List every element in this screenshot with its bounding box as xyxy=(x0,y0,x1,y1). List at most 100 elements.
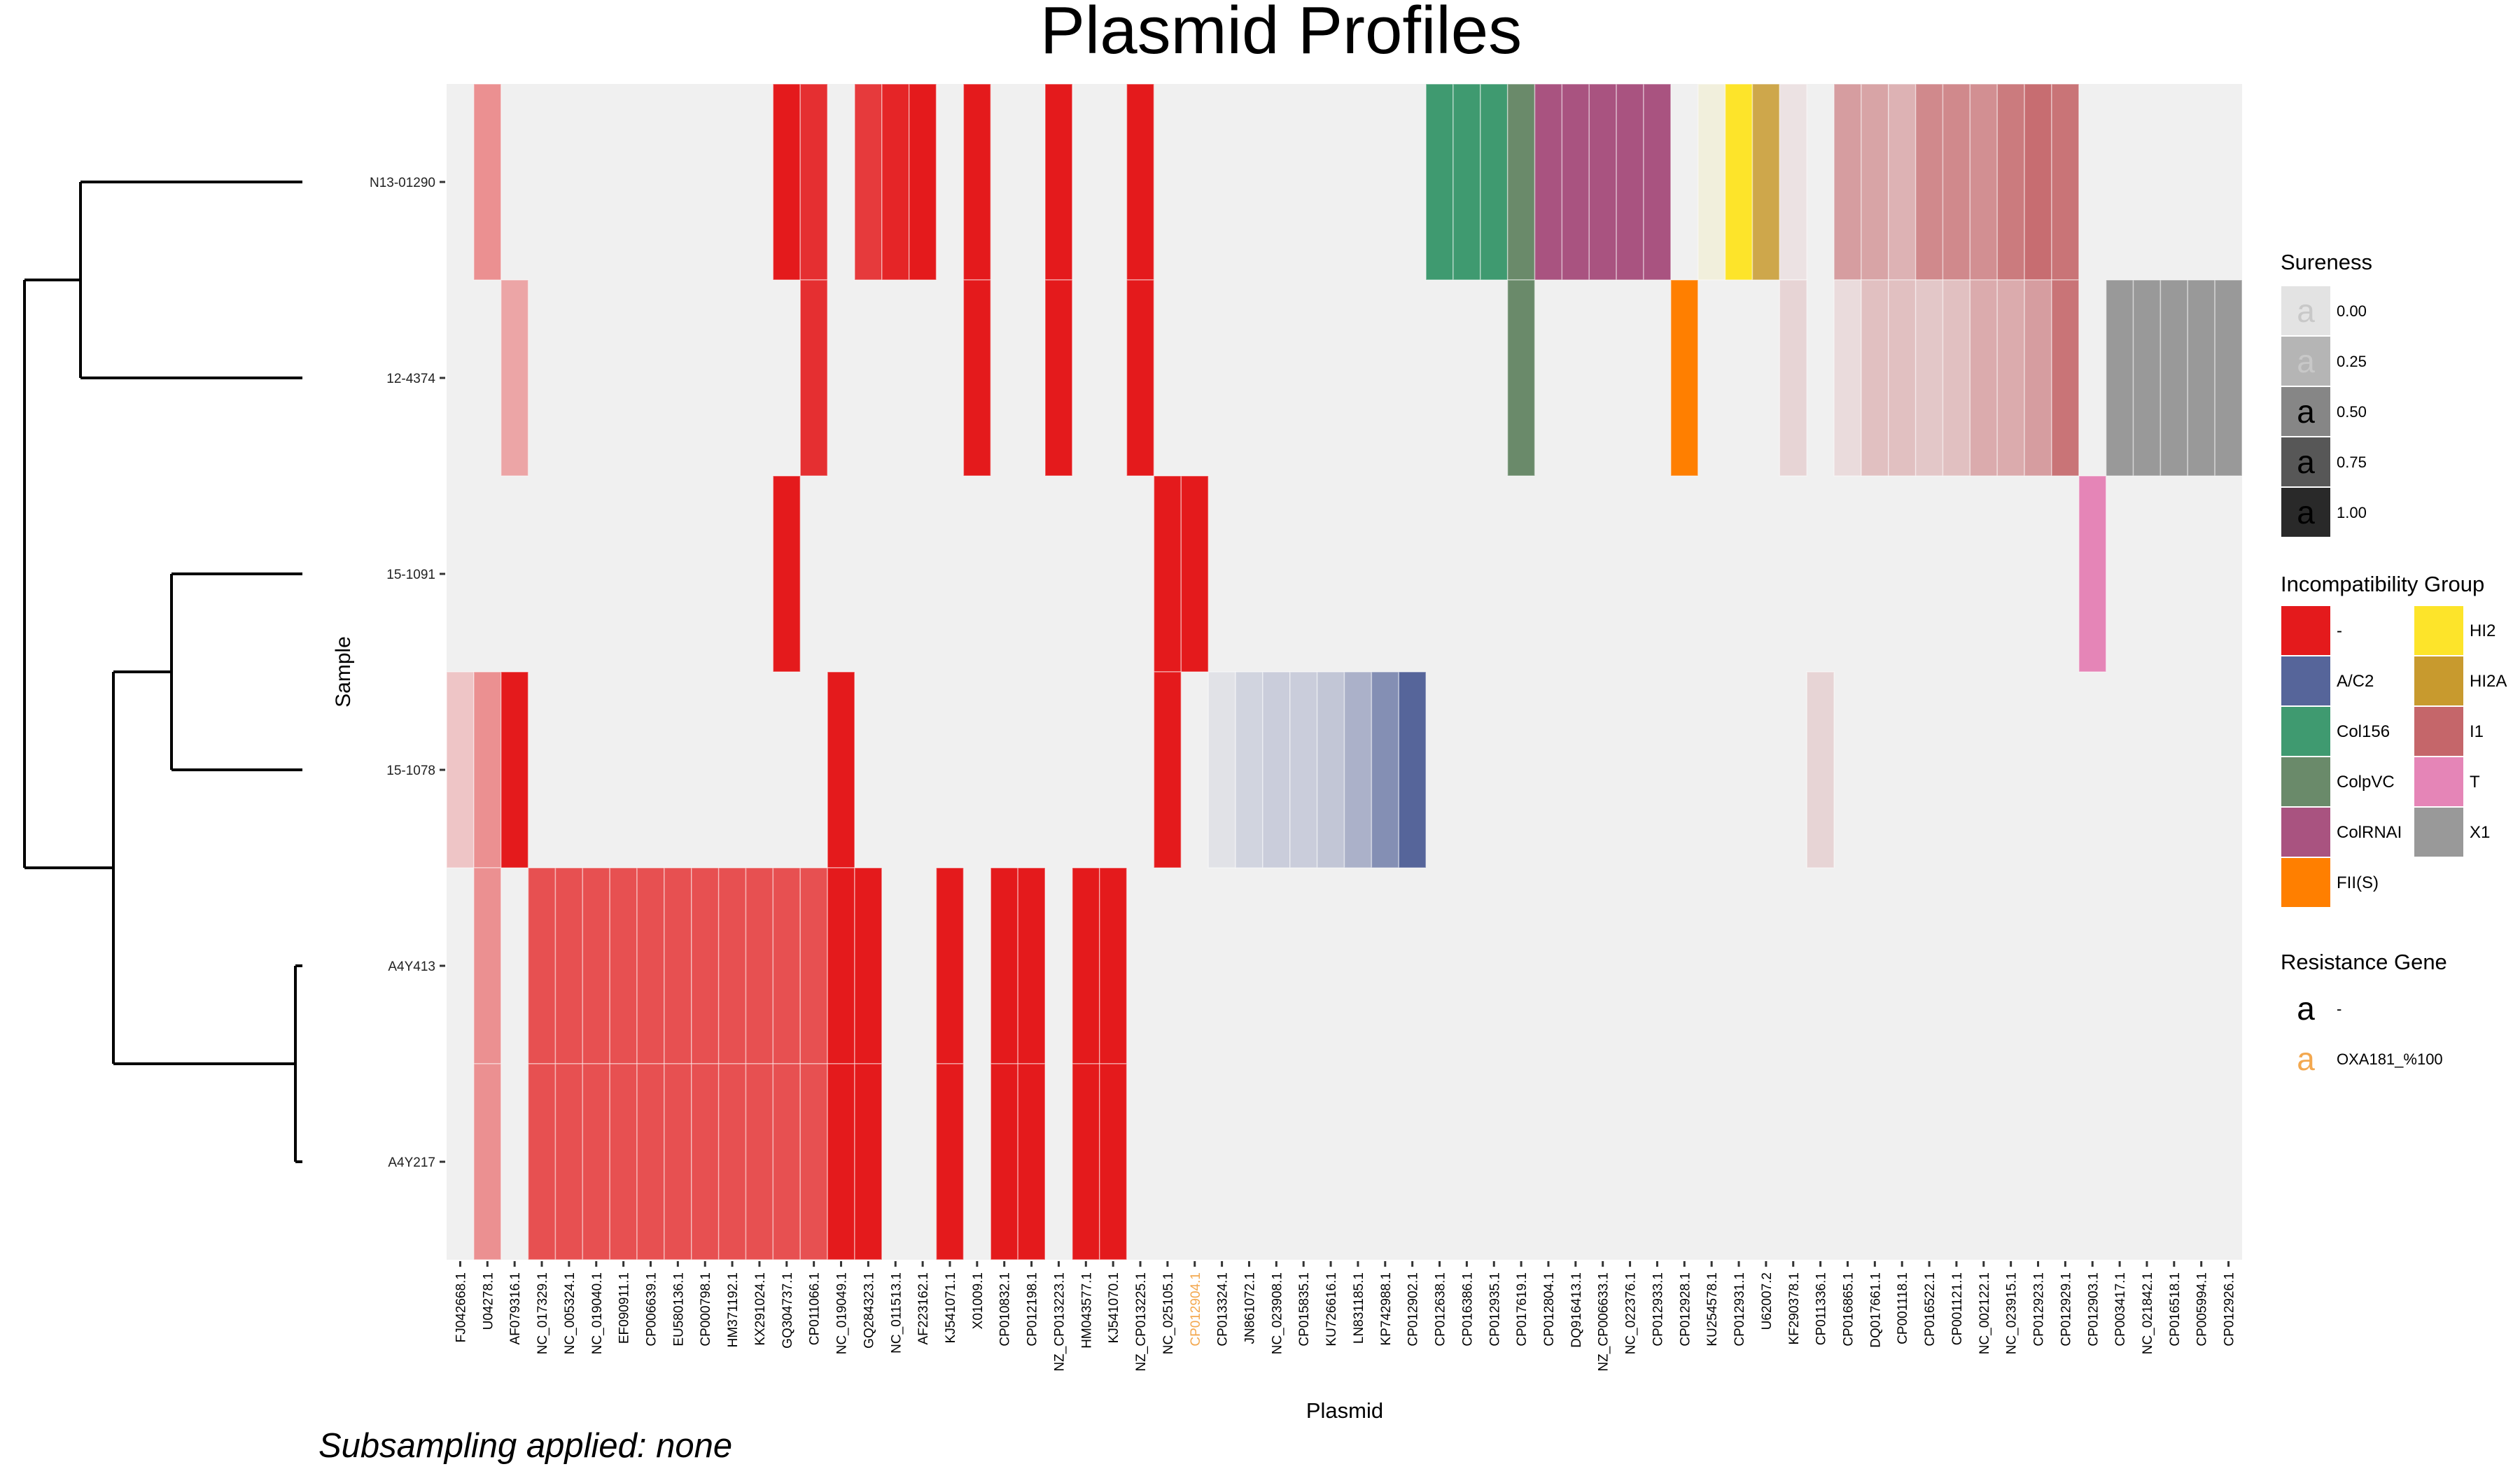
heatmap-cell xyxy=(2214,279,2243,477)
x-tick-label: NC_017329.1 xyxy=(536,1272,550,1354)
x-tick-label: CP003417.1 xyxy=(2113,1272,2128,1347)
x-tick-label: CP012935.1 xyxy=(1488,1272,1502,1347)
x-tick-label: KJ541070.1 xyxy=(1107,1272,1121,1343)
heatmap-cell xyxy=(1616,83,1644,281)
incompatibility-label: ColRNAI xyxy=(2337,823,2402,842)
x-tick-label: U04278.1 xyxy=(481,1272,496,1330)
heatmap-cell xyxy=(990,867,1018,1064)
x-tick-label: NC_023908.1 xyxy=(1270,1272,1284,1354)
heatmap-cell xyxy=(935,1063,965,1260)
heatmap-cell xyxy=(1724,83,1754,281)
heatmap-cell xyxy=(691,867,720,1064)
heatmap-cell xyxy=(854,867,883,1064)
heatmap-cells xyxy=(446,83,2243,1260)
incompatibility-label: HI2 xyxy=(2470,621,2496,640)
heatmap-cell xyxy=(473,671,502,869)
incompatibility-key xyxy=(2413,705,2465,757)
heatmap-cell xyxy=(1861,83,1889,281)
heatmap-cell xyxy=(1996,83,2025,281)
sureness-legend-title: Sureness xyxy=(2281,250,2372,274)
x-tick-label: KP742988.1 xyxy=(1379,1272,1394,1346)
heatmap-cell xyxy=(1153,475,1182,673)
x-tick-label: CP016518.1 xyxy=(2168,1272,2183,1347)
heatmap-cell xyxy=(582,1063,610,1260)
heatmap-cell xyxy=(473,83,502,281)
heatmap-cell xyxy=(1914,83,1944,281)
incompatibility-key xyxy=(2413,756,2465,808)
heatmap-cell xyxy=(691,1063,720,1260)
heatmap-cell xyxy=(1371,671,1399,869)
sureness-key xyxy=(2280,386,2332,437)
heatmap-cell xyxy=(500,671,529,869)
x-tick-label: NC_022376.1 xyxy=(1624,1272,1639,1354)
heatmap-cell xyxy=(1942,83,1971,281)
x-axis-label: Plasmid xyxy=(1306,1398,1383,1423)
heatmap-cell xyxy=(1969,83,1998,281)
chart-title: Plasmid Profiles xyxy=(1040,0,1522,68)
incompatibility-key xyxy=(2280,605,2332,656)
incompatibility-key xyxy=(2280,756,2332,808)
incompatibility-legend-title: Incompatibility Group xyxy=(2281,572,2484,596)
heatmap-cell xyxy=(582,867,610,1064)
x-tick-label: NZ_CP006633.1 xyxy=(1597,1272,1611,1372)
x-tick-label: HM043577.1 xyxy=(1079,1272,1094,1349)
heatmap-cell xyxy=(799,867,828,1064)
heatmap-cell xyxy=(718,867,747,1064)
x-tick-label: CP012929.1 xyxy=(2059,1272,2073,1347)
heatmap-cell xyxy=(1670,279,1699,477)
heatmap-cell xyxy=(1098,867,1128,1064)
heatmap-cell xyxy=(772,1063,801,1260)
x-tick-label: CP012926.1 xyxy=(2222,1272,2237,1347)
heatmap-cell xyxy=(1888,279,1917,477)
heatmap-cell xyxy=(772,867,801,1064)
heatmap-cell xyxy=(908,83,937,281)
heatmap-cell xyxy=(1235,671,1264,869)
x-tick-label: CP012904.1 xyxy=(1189,1272,1203,1347)
x-tick-label: CP001121.1 xyxy=(1950,1272,1965,1345)
sample-dendrogram xyxy=(23,181,302,1163)
heatmap-cell xyxy=(500,279,529,477)
x-tick-label: FJ042668.1 xyxy=(454,1272,468,1342)
heatmap-cell xyxy=(446,671,475,869)
heatmap-cell xyxy=(1996,279,2025,477)
heatmap-cell xyxy=(1398,671,1427,869)
heatmap-cell xyxy=(1833,279,1862,477)
sureness-key-glyph: a xyxy=(2297,393,2315,430)
heatmap-cell xyxy=(636,867,665,1064)
heatmap-cell xyxy=(1506,279,1536,477)
heatmap-cell xyxy=(1779,279,1807,477)
heatmap-cell xyxy=(1343,671,1373,869)
heatmap-cell xyxy=(1697,83,1726,281)
heatmap-cell xyxy=(1316,671,1345,869)
x-tick-label: CP012638.1 xyxy=(1434,1272,1448,1347)
x-tick-label: JN861072.1 xyxy=(1242,1272,1257,1344)
y-axis-label: Sample xyxy=(332,636,355,708)
heatmap-cell xyxy=(2024,279,2052,477)
resistance-key-glyph: a xyxy=(2297,990,2315,1027)
y-tick-label: 15-1091 xyxy=(386,568,435,582)
incompatibility-label: FII(S) xyxy=(2337,873,2379,892)
incompatibility-key xyxy=(2280,705,2332,757)
heatmap-cell xyxy=(1262,671,1291,869)
incompatibility-label: I1 xyxy=(2470,722,2484,741)
incompatibility-key xyxy=(2413,605,2465,656)
sureness-label: 0.75 xyxy=(2337,454,2367,471)
heatmap-cell xyxy=(1534,83,1563,281)
heatmap-cell xyxy=(799,279,828,477)
x-tick-label: NC_019040.1 xyxy=(590,1272,605,1354)
heatmap-cell xyxy=(1942,279,1971,477)
heatmap-cell xyxy=(1888,83,1917,281)
sureness-label: 0.25 xyxy=(2337,353,2367,370)
heatmap-cell xyxy=(1072,1063,1100,1260)
heatmap-cell xyxy=(1751,83,1781,281)
heatmap-cell xyxy=(827,1063,855,1260)
x-tick-label: KU254578.1 xyxy=(1705,1272,1720,1347)
sureness-label: 1.00 xyxy=(2337,504,2367,521)
x-tick-label: KU726616.1 xyxy=(1324,1272,1339,1347)
incompatibility-key xyxy=(2413,655,2465,707)
heatmap-cell xyxy=(1098,1063,1128,1260)
heatmap-cell xyxy=(636,1063,665,1260)
heatmap-cell xyxy=(2051,279,2080,477)
incompatibility-label: Col156 xyxy=(2337,722,2390,741)
